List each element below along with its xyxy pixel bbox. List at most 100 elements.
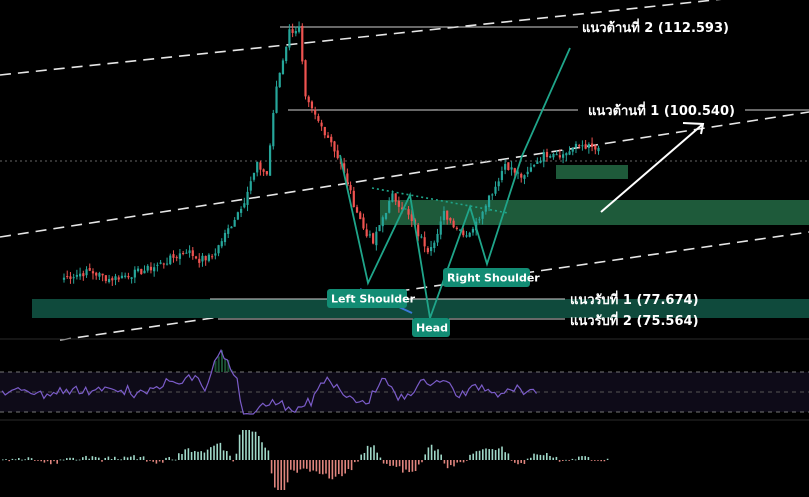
histogram-bar xyxy=(542,455,545,460)
candle-body xyxy=(426,248,429,253)
candle-body xyxy=(320,122,323,127)
candle-body xyxy=(545,151,549,158)
histogram-bar xyxy=(104,457,106,460)
candle-body xyxy=(323,127,326,136)
histogram-bar xyxy=(523,460,526,464)
candle-body xyxy=(185,252,188,254)
candle-body xyxy=(542,152,545,162)
candle-body xyxy=(381,217,384,227)
histogram-bar xyxy=(478,450,481,460)
histogram-bar xyxy=(43,460,46,463)
candle-body xyxy=(446,210,449,220)
histogram-bar xyxy=(78,459,81,461)
candle-body xyxy=(223,232,227,243)
candle-body xyxy=(391,193,394,202)
candle-body xyxy=(256,161,259,173)
histogram-bar xyxy=(107,456,110,460)
candle-body xyxy=(407,209,410,215)
histogram-bar xyxy=(254,431,257,460)
histogram-bar xyxy=(62,459,65,461)
candle-body xyxy=(372,233,375,244)
histogram-bar xyxy=(565,459,567,461)
histogram-bar xyxy=(507,453,510,460)
histogram-bar xyxy=(558,460,561,462)
histogram-bar xyxy=(168,457,170,460)
candle-body xyxy=(243,203,246,208)
histogram-bar xyxy=(155,460,158,464)
candle-body xyxy=(124,275,127,277)
histogram-bar xyxy=(434,450,436,460)
neckline xyxy=(371,187,509,214)
histogram-bar xyxy=(469,454,471,460)
resistance-1-label: แนวต้านที่ 1 (100.540) xyxy=(588,101,735,119)
histogram-bar xyxy=(27,457,30,460)
candle-body xyxy=(536,161,539,164)
candle-body xyxy=(165,263,169,265)
candle-body xyxy=(79,273,82,277)
histogram-bar xyxy=(290,460,292,470)
candle-body xyxy=(233,219,236,227)
histogram-bar xyxy=(603,460,606,462)
candle-body xyxy=(268,145,272,176)
candle-body xyxy=(198,258,201,263)
histogram-bar xyxy=(142,456,145,460)
candle-body xyxy=(375,231,378,246)
candle-body xyxy=(149,266,153,271)
candle-body xyxy=(278,72,281,88)
histogram-bar xyxy=(293,460,295,471)
candle-body xyxy=(565,153,568,156)
candle-body xyxy=(394,193,397,202)
histogram-bar xyxy=(568,460,570,461)
candle-body xyxy=(562,154,565,158)
histogram-bar xyxy=(597,460,599,461)
histogram-bar xyxy=(398,460,401,467)
histogram-bar xyxy=(440,454,442,460)
histogram-bar xyxy=(75,459,78,461)
candle-body xyxy=(362,217,365,229)
histogram-bar xyxy=(533,453,535,460)
candle-body xyxy=(587,143,590,148)
histogram-bar xyxy=(174,459,177,461)
histogram-bar xyxy=(277,460,279,490)
histogram-bar xyxy=(114,456,116,460)
candle-body xyxy=(191,250,194,257)
left-shoulder-tag: Left Shoulder xyxy=(327,289,416,308)
candle-body xyxy=(288,29,291,48)
histogram-bar xyxy=(146,460,148,462)
histogram-bar xyxy=(587,457,590,460)
candle-body xyxy=(401,207,404,210)
histogram-bar xyxy=(8,460,10,462)
histogram-bar xyxy=(149,460,151,461)
candle-body xyxy=(143,270,146,274)
histogram-bar xyxy=(475,451,478,460)
candle-body xyxy=(526,171,529,175)
histogram-bar xyxy=(453,460,455,467)
histogram-bar xyxy=(312,460,314,471)
candle-body xyxy=(207,254,210,261)
histogram-bar xyxy=(581,456,583,460)
svg-text:Left Shoulder: Left Shoulder xyxy=(331,293,416,306)
histogram-bar xyxy=(219,442,222,460)
candle-body xyxy=(346,173,349,187)
histogram-bar xyxy=(286,460,289,483)
histogram-bar xyxy=(37,460,39,461)
histogram-bar xyxy=(334,460,337,477)
histogram-bar xyxy=(405,460,407,470)
histogram-bar xyxy=(2,459,4,461)
candle-body xyxy=(317,116,320,121)
candle-body xyxy=(478,219,481,221)
histogram-bar xyxy=(53,460,55,462)
histogram-bar xyxy=(322,460,324,475)
candle-body xyxy=(491,194,494,196)
candle-body xyxy=(442,210,446,221)
histogram-bar xyxy=(466,460,468,461)
candle-body xyxy=(82,273,85,277)
candle-body xyxy=(249,181,252,191)
histogram-bar xyxy=(315,460,318,472)
histogram-bar xyxy=(21,459,23,461)
candle-body xyxy=(133,269,136,278)
histogram-bar xyxy=(261,442,263,460)
candle-body xyxy=(230,226,233,229)
histogram-bar xyxy=(69,457,71,460)
histogram-bar xyxy=(555,456,558,460)
